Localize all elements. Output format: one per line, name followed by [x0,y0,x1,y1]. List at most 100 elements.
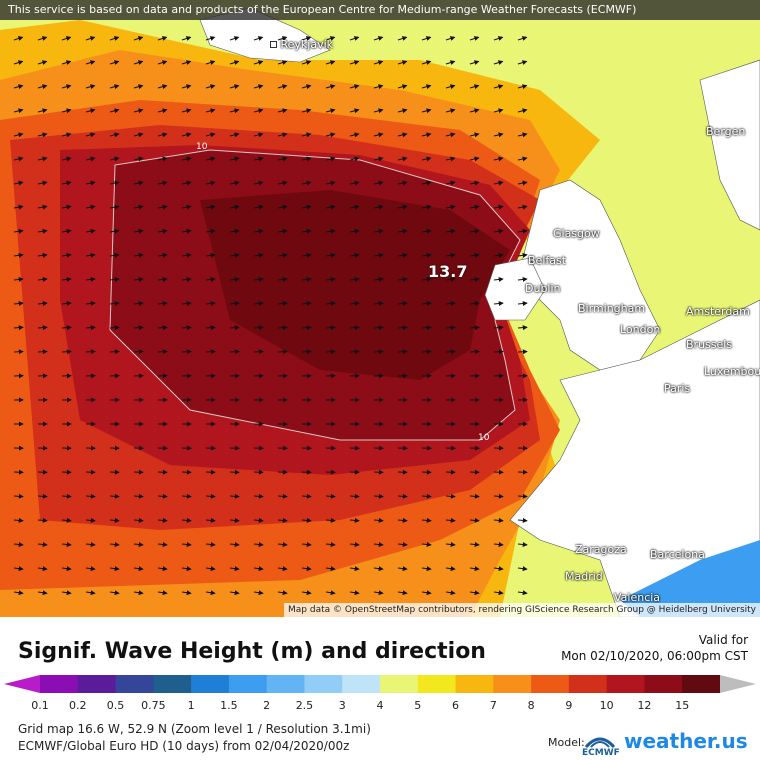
wave-direction-arrow [517,156,528,162]
wave-direction-arrow [517,204,528,210]
wave-direction-arrow [133,180,144,186]
wave-direction-arrow [13,252,24,258]
wave-direction-arrow [61,204,72,210]
wave-direction-arrow [349,590,360,596]
wave-direction-arrow [85,180,96,186]
wave-direction-arrow [397,36,408,41]
grid-info: Grid map 16.6 W, 52.9 N (Zoom level 1 / … [18,722,371,736]
wave-direction-arrow [109,325,120,331]
wave-direction-arrow [325,108,336,114]
wave-direction-arrow [301,60,312,65]
wave-direction-arrow [61,301,72,307]
scale-tick-label: 2.5 [295,699,314,712]
wave-direction-arrow [373,349,384,355]
wave-direction-arrow [109,517,120,523]
valid-label: Valid for [698,633,748,647]
wave-direction-arrow [445,108,456,114]
wave-direction-arrow [469,180,480,186]
wave-direction-arrow [277,566,288,572]
wave-direction-arrow [301,566,312,572]
scale-color-step [606,675,645,693]
wave-direction-arrow [61,108,72,114]
wave-direction-arrow [85,60,96,65]
wave-direction-arrow [109,204,120,210]
wave-direction-arrow [517,108,528,114]
scale-color-step [228,675,268,693]
wave-direction-arrow [229,252,240,258]
wave-direction-arrow [301,108,312,114]
wave-direction-arrow [493,108,504,114]
wave-direction-arrow [61,228,72,234]
wave-direction-arrow [205,517,216,523]
wave-direction-arrow [229,180,240,186]
wave-direction-arrow [181,325,192,331]
wave-direction-arrow [37,493,48,499]
wave-height-map[interactable]: This service is based on data and produc… [0,0,760,617]
wave-direction-arrow [445,542,456,547]
wave-direction-arrow [421,108,432,114]
wave-direction-arrow [469,252,480,258]
wave-direction-arrow [205,493,216,499]
wave-direction-arrow [493,228,504,234]
wave-direction-arrow [157,590,168,596]
city-label: Bergen [706,125,746,138]
wave-direction-arrow [13,325,24,331]
wave-direction-arrow [229,108,240,114]
wave-direction-arrow [325,60,336,65]
wave-direction-arrow [421,228,432,234]
wave-direction-arrow [37,517,48,523]
wave-direction-arrow [109,252,120,258]
scale-tick-label: 7 [489,699,497,712]
wave-direction-arrow [85,156,96,162]
wave-direction-arrow [397,132,408,138]
wave-direction-arrow [469,349,480,355]
city-label: Glasgow [553,227,600,240]
city-label: Zaragoza [575,543,627,556]
wave-direction-arrow [469,60,480,65]
wave-direction-arrow [85,36,96,41]
wave-direction-arrow [397,252,408,258]
wave-direction-arrow [37,228,48,234]
wave-direction-arrow [133,36,144,41]
wave-direction-arrow [397,517,408,523]
wave-direction-arrow [301,301,312,307]
wave-direction-arrow [181,108,192,114]
wave-direction-arrow [493,493,504,499]
wave-direction-arrow [13,180,24,186]
wave-direction-arrow [301,36,312,41]
wave-direction-arrow [253,590,264,596]
wave-direction-arrow [277,517,288,523]
wave-direction-arrow [325,252,336,258]
wave-direction-arrow [325,204,336,210]
wave-direction-arrow [325,542,336,547]
scale-color-step [417,675,457,693]
wave-direction-arrow [253,60,264,65]
brand-logo[interactable]: weather.us [624,729,748,753]
city-belfast: Belfast [528,254,566,267]
scale-low-arrow [4,675,40,693]
wave-direction-arrow [61,590,72,596]
wave-direction-arrow [133,590,144,596]
wave-direction-arrow [253,132,264,138]
wave-direction-arrow [181,36,192,41]
wave-direction-arrow [229,349,240,355]
wave-direction-arrow [205,301,216,307]
wave-direction-arrow [277,132,288,138]
wave-direction-arrow [157,180,168,186]
wave-direction-arrow [469,84,480,90]
wave-direction-arrow [133,566,144,572]
wave-direction-arrow [157,84,168,90]
wave-direction-arrow [133,204,144,210]
wave-direction-arrow [349,252,360,258]
wave-direction-arrow [85,566,96,572]
wave-direction-arrow [493,517,504,523]
wave-direction-arrow [373,590,384,596]
scale-tick-label: 12 [637,699,652,712]
wave-direction-arrow [205,542,216,547]
scale-tick-label: 1.5 [220,699,238,712]
wave-direction-arrow [157,36,168,41]
wave-direction-arrow [205,590,216,596]
wave-direction-arrow [277,590,288,596]
wave-direction-arrow [493,84,504,90]
wave-direction-arrow [301,590,312,596]
